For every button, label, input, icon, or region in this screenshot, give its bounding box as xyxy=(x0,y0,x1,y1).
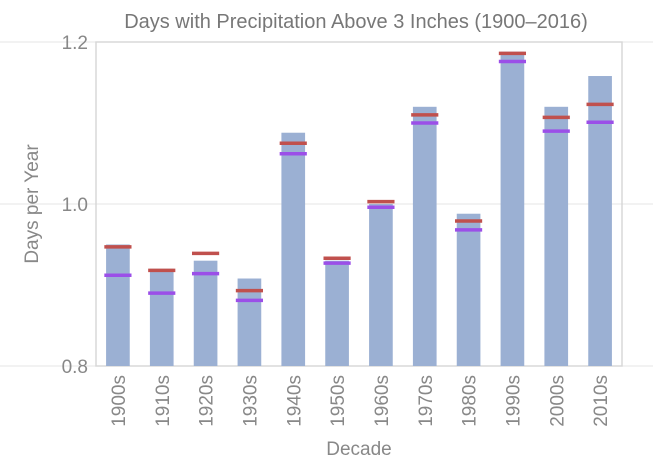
y-tick-label: 1.2 xyxy=(62,33,88,54)
x-tick-label: 1930s xyxy=(240,375,261,427)
x-tick-label: 1990s xyxy=(503,375,524,427)
x-tick-label: 1960s xyxy=(372,375,393,427)
x-tick-label: 1970s xyxy=(416,375,437,427)
x-tick-label: 1900s xyxy=(109,375,130,427)
y-tick-label: 0.8 xyxy=(62,357,88,378)
x-tick-label: 1920s xyxy=(197,375,218,427)
x-tick-label: 1980s xyxy=(460,375,481,427)
bar-1950s xyxy=(325,260,349,366)
x-tick-label: 1950s xyxy=(328,375,349,427)
y-tick-label: 1.0 xyxy=(62,195,88,216)
bar-1900s xyxy=(106,244,130,366)
x-tick-label: 1910s xyxy=(153,375,174,427)
bar-1960s xyxy=(369,204,393,366)
plot-frame xyxy=(95,41,623,367)
x-tick-label: 2010s xyxy=(591,375,612,427)
bar-1910s xyxy=(149,268,174,366)
bar-2010s xyxy=(588,76,612,367)
bar-1990s xyxy=(500,51,525,366)
x-tick-label: 1940s xyxy=(284,375,305,427)
bar-1920s xyxy=(193,260,218,366)
bar-2000s xyxy=(544,106,569,367)
bar-1970s xyxy=(412,106,437,367)
x-axis-label: Decade xyxy=(326,439,392,460)
bar-1980s xyxy=(456,213,481,366)
bar-1940s xyxy=(281,132,306,366)
y-axis-label: Days per Year xyxy=(22,144,43,264)
chart-title: Days with Precipitation Above 3 Inches (… xyxy=(124,11,588,33)
x-tick-label: 2000s xyxy=(547,375,568,427)
